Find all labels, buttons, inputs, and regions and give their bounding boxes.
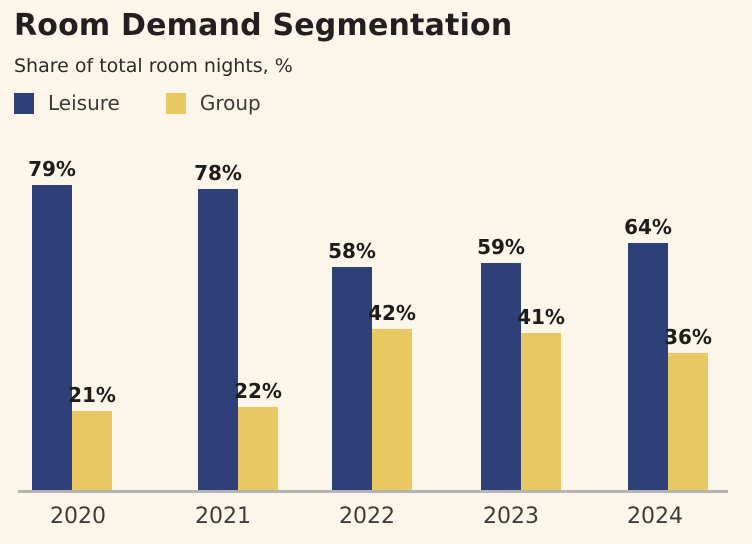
bar-leisure-2021	[198, 189, 238, 493]
legend-swatch-group-icon	[165, 92, 186, 114]
x-tick-label-2021: 2021	[195, 504, 251, 529]
bar-value-label-group-2021: 22%	[234, 379, 282, 403]
legend-label-group: Group	[199, 91, 261, 115]
bar-group-2022	[372, 329, 412, 493]
bar-value-label-leisure-2023: 59%	[477, 235, 525, 259]
bar-group-2024	[668, 353, 708, 493]
bar-leisure-2023	[481, 263, 521, 493]
legend-item-group: Group	[165, 91, 261, 115]
bar-group-2023	[521, 333, 561, 493]
x-tick-label-2022: 2022	[339, 504, 395, 529]
bar-leisure-2020	[32, 185, 72, 493]
bar-value-label-leisure-2022: 58%	[328, 239, 376, 263]
x-tick-label-2023: 2023	[483, 504, 539, 529]
x-tick-label-2020: 2020	[50, 504, 106, 529]
bar-value-label-leisure-2020: 79%	[28, 157, 76, 181]
chart-subtitle: Share of total room nights, %	[14, 55, 293, 77]
legend-label-leisure: Leisure	[48, 91, 120, 115]
x-tick-label-2024: 2024	[627, 504, 683, 529]
legend-item-leisure: Leisure	[14, 91, 120, 115]
bar-group-2021	[238, 407, 278, 493]
chart-title: Room Demand Segmentation	[14, 8, 513, 43]
legend: Leisure Group	[14, 91, 261, 115]
bar-value-label-group-2020: 21%	[68, 383, 116, 407]
bar-value-label-leisure-2024: 64%	[624, 215, 672, 239]
legend-swatch-leisure-icon	[14, 92, 34, 114]
bar-value-label-group-2023: 41%	[517, 305, 565, 329]
bar-value-label-leisure-2021: 78%	[194, 161, 242, 185]
bar-group-2020	[72, 411, 112, 493]
x-axis-line	[18, 490, 728, 493]
bar-value-label-group-2022: 42%	[368, 301, 416, 325]
bar-value-label-group-2024: 36%	[664, 325, 712, 349]
bar-leisure-2022	[332, 267, 372, 493]
bar-leisure-2024	[628, 243, 668, 493]
